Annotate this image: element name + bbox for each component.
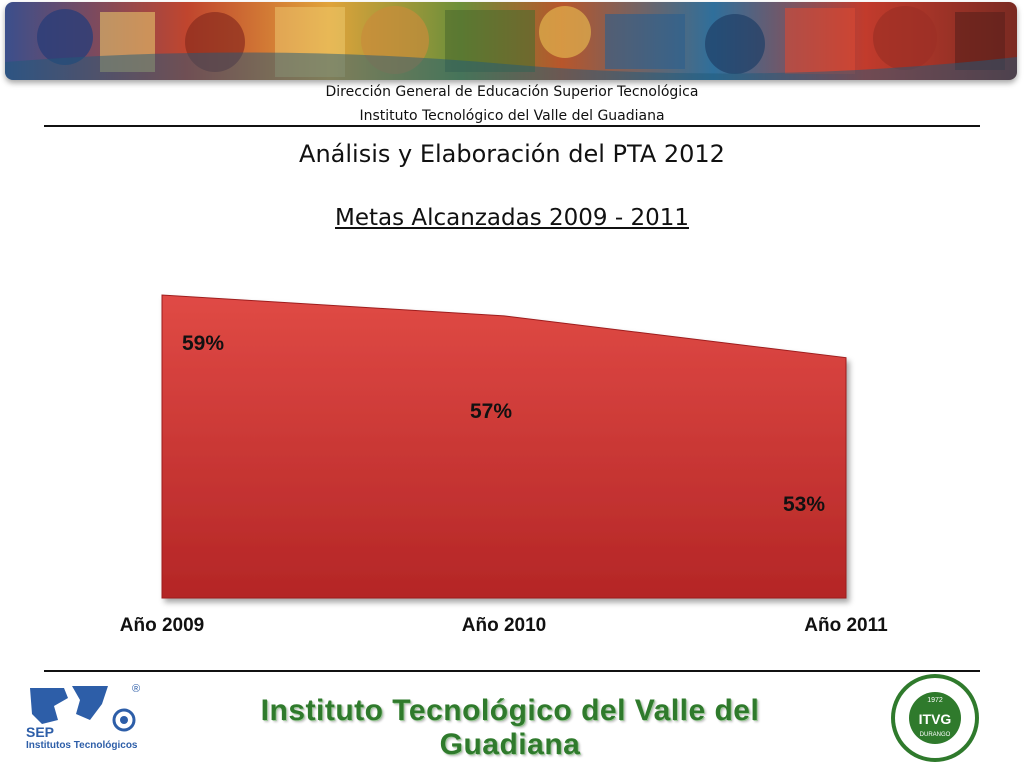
slide-title: Análisis y Elaboración del PTA 2012 (299, 140, 725, 168)
data-label-1: 57% (470, 400, 512, 423)
svg-text:SEP: SEP (26, 724, 54, 740)
sep-logo: SEP Institutos Tecnológicos ® (26, 683, 140, 751)
x-axis-label-2: Año 2011 (804, 615, 888, 636)
svg-text:Institutos Tecnológicos: Institutos Tecnológicos (26, 740, 138, 751)
top-divider (44, 125, 980, 127)
institution-name: Instituto Tecnológico del Valle del Guad… (260, 694, 760, 761)
chart-subtitle: Metas Alcanzadas 2009 - 2011 (335, 205, 689, 231)
bottom-divider (44, 670, 980, 672)
data-label-2: 53% (783, 493, 825, 516)
x-axis-label-1: Año 2010 (461, 615, 547, 636)
header-line-1: Dirección General de Educación Superior … (325, 84, 699, 100)
svg-text:DURANGO: DURANGO (920, 732, 951, 738)
header-line-2: Instituto Tecnológico del Valle del Guad… (359, 108, 665, 124)
svg-text:1972: 1972 (927, 697, 943, 704)
svg-text:ITVG: ITVG (919, 711, 952, 727)
x-axis-label-0: Año 2009 (119, 615, 205, 636)
svg-text:®: ® (132, 683, 140, 695)
area-series (161, 294, 847, 599)
data-label-0: 59% (182, 332, 224, 355)
area-chart: 59% 57% 53% (161, 294, 847, 599)
itvg-seal-logo: 1972 ITVG DURANGO (891, 674, 979, 762)
mural-banner-image (5, 2, 1017, 80)
